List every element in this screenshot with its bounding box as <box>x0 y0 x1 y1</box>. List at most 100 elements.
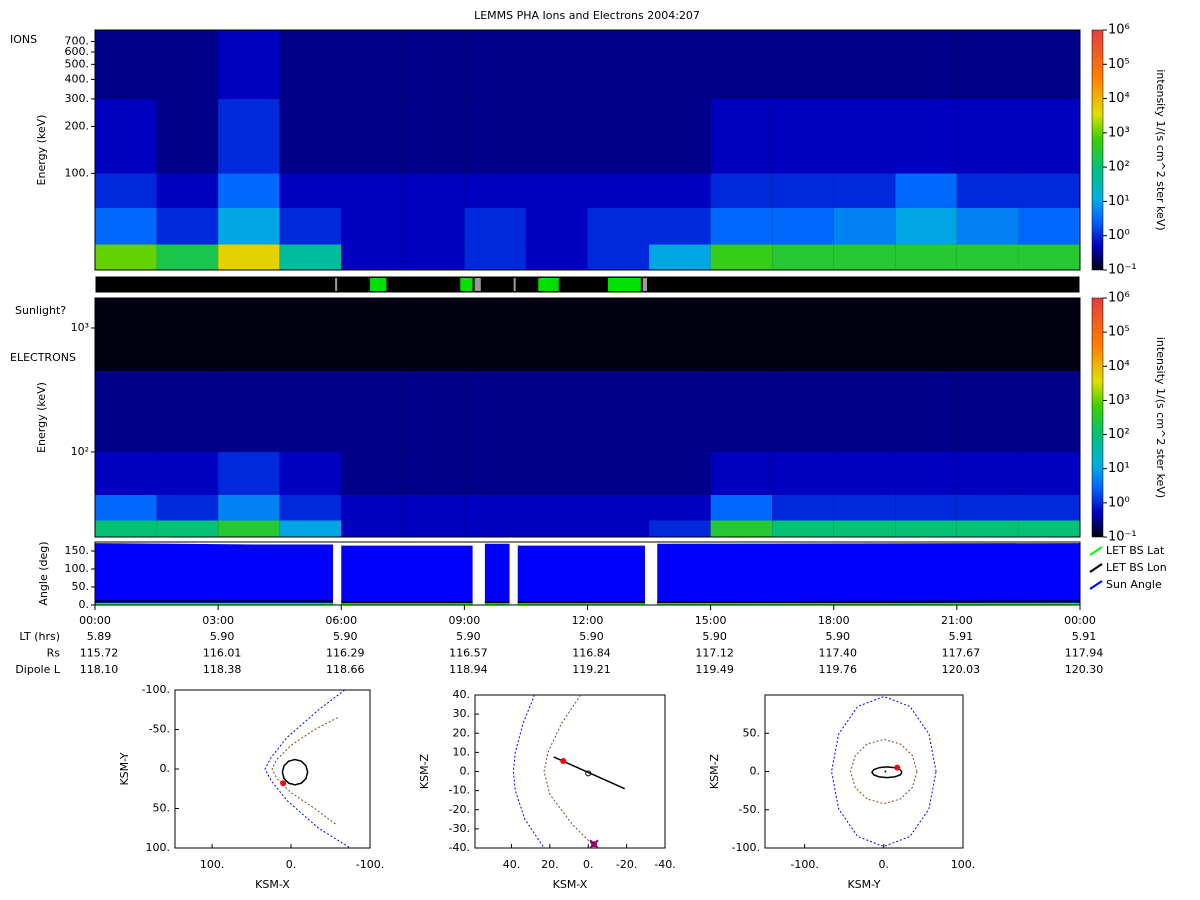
heatmap-cell <box>833 451 896 495</box>
heatmap-cell <box>279 244 342 270</box>
colorbar-tick-label: 10⁰ <box>1108 228 1130 243</box>
y-tick-label: -100. <box>732 841 760 854</box>
line <box>264 689 351 849</box>
y-axis-label: Angle (deg) <box>37 541 50 605</box>
x-tick-label: 18:00 <box>818 614 850 627</box>
heatmap-cell <box>649 370 711 452</box>
y-tick-label: 200. <box>65 119 90 132</box>
heatmap-cell <box>833 173 896 208</box>
heatmap-cell <box>525 520 588 537</box>
colorbar-tick-label: 10⁶ <box>1108 291 1130 306</box>
y-tick-label: 50. <box>153 802 171 815</box>
heatmap-cell <box>95 298 157 371</box>
ephemeris-value: 5.90 <box>333 630 358 643</box>
heatmap-cell <box>649 244 711 270</box>
x-tick-label: -100. <box>356 858 384 871</box>
heatmap-cell <box>895 173 957 208</box>
heatmap-cell <box>587 370 650 452</box>
colorbar-tick-label: 10⁶ <box>1108 23 1130 38</box>
heatmap-cell <box>525 298 588 371</box>
heatmap-cell <box>156 370 219 452</box>
y-tick-label: 300. <box>65 92 90 105</box>
ephemeris-label: LT (hrs) <box>19 630 60 643</box>
heatmap-cell <box>895 520 957 537</box>
heatmap-cell <box>833 207 896 245</box>
plot-frame <box>474 694 666 849</box>
ephemeris-value: 116.01 <box>203 647 242 660</box>
heatmap-cell <box>156 207 219 245</box>
line <box>271 717 338 826</box>
ephemeris-value: 117.12 <box>695 647 734 660</box>
heatmap-cell <box>895 370 957 452</box>
x-tick-label: 0. <box>879 858 890 871</box>
heatmap-cell <box>341 173 403 208</box>
heatmap-cell <box>464 98 526 174</box>
heatmap-cell <box>95 30 157 99</box>
heatmap-cell <box>587 30 650 99</box>
heatmap-cell <box>587 173 650 208</box>
y-tick-label: 10. <box>453 745 471 758</box>
heatmap-cell <box>341 244 403 270</box>
heatmap-cell <box>710 173 773 208</box>
heatmap-cell <box>156 520 219 537</box>
ephemeris-value: 116.57 <box>449 647 488 660</box>
y-axis-label: KSM-Z <box>418 753 431 789</box>
heatmap-cell <box>156 173 219 208</box>
y-tick-label: 400. <box>65 72 90 85</box>
heatmap-cell <box>1018 30 1080 99</box>
heatmap-cell <box>710 520 773 537</box>
y-tick-label: 40. <box>453 688 471 701</box>
heatmap-cell <box>649 451 711 495</box>
y-tick-label: -20. <box>449 803 470 816</box>
colorbar-tick-label: 10³ <box>1108 393 1130 408</box>
heatmap-cell <box>95 173 157 208</box>
point <box>589 839 599 849</box>
y-tick-label: -10. <box>449 784 470 797</box>
ephemeris-value: 120.03 <box>942 663 981 676</box>
y-tick-label: 600. <box>65 45 90 58</box>
x-tick-label: 12:00 <box>572 614 604 627</box>
heatmap-cell <box>156 298 219 371</box>
colorbar-tick-label: 10⁰ <box>1108 495 1130 510</box>
colorbar-tick-label: 10⁴ <box>1108 359 1130 374</box>
ephemeris-value: 5.91 <box>949 630 974 643</box>
heatmap-cell <box>710 98 773 174</box>
heatmap-cell <box>649 98 711 174</box>
heatmap-cell <box>95 520 157 537</box>
y-tick-label: 500. <box>65 57 90 70</box>
ephemeris-value: 116.29 <box>326 647 365 660</box>
y-tick-label: 100. <box>65 562 90 575</box>
y-tick-label: 20. <box>453 726 471 739</box>
y-tick-label: 0. <box>750 765 761 778</box>
y-axis-label: KSM-Y <box>118 752 131 785</box>
heatmap-cell <box>1018 244 1080 270</box>
heatmap-cell <box>218 173 280 208</box>
colorbar-tick-label: 10³ <box>1108 125 1130 140</box>
heatmap-cell <box>279 298 342 371</box>
y-axis-label: Energy (keV) <box>35 115 48 186</box>
heatmap-cell <box>772 370 834 452</box>
legend-label: LET BS Lon <box>1106 561 1167 574</box>
heatmap-cell <box>464 520 526 537</box>
y-tick-label: 0. <box>160 762 171 775</box>
plot-frame <box>94 29 1081 271</box>
event-frame <box>94 275 1081 294</box>
heatmap-cell <box>895 244 957 270</box>
heatmap-cell <box>525 98 588 174</box>
point <box>894 764 901 771</box>
heatmap-cell <box>402 30 465 99</box>
heatmap-cell <box>341 494 403 521</box>
ephemeris-value: 120.30 <box>1065 663 1104 676</box>
event-interval <box>474 278 481 291</box>
heatmap-cell <box>649 207 711 245</box>
heatmap-cell <box>649 298 711 371</box>
x-tick-label: 0. <box>286 858 297 871</box>
event-interval <box>460 278 473 291</box>
heatmap-cell <box>464 370 526 452</box>
heatmap-cell <box>956 298 1019 371</box>
heatmap-cell <box>279 451 342 495</box>
heatmap-cell <box>649 173 711 208</box>
line <box>95 600 1081 604</box>
heatmap-cell <box>649 520 711 537</box>
